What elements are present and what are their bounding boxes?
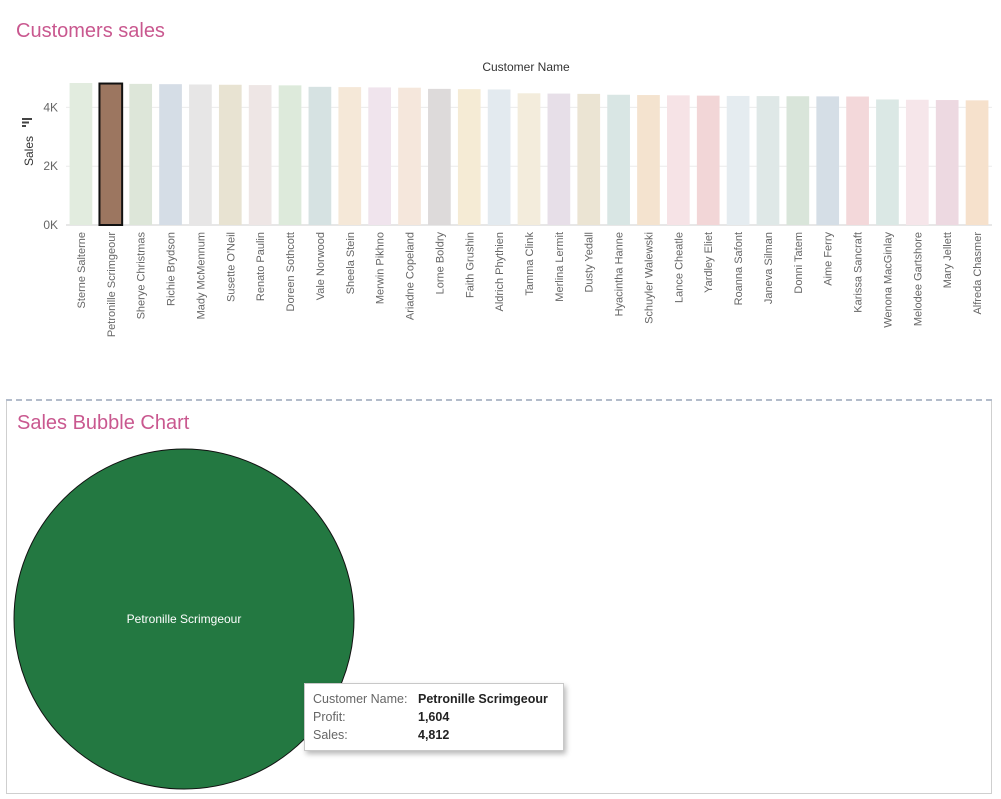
x-tick-label[interactable]: Alfreda Chasmer bbox=[972, 232, 984, 315]
x-tick-label[interactable]: Donni Tatem bbox=[793, 232, 805, 294]
bar[interactable] bbox=[846, 96, 869, 226]
bar[interactable] bbox=[816, 96, 840, 226]
bar[interactable] bbox=[248, 85, 272, 225]
column-header-customer-name: Customer Name bbox=[482, 60, 570, 74]
sales-bubble-title: Sales Bubble Chart bbox=[17, 412, 190, 434]
bar[interactable] bbox=[308, 86, 332, 225]
tooltip-row-sales: Sales: 4,812 bbox=[313, 726, 555, 744]
y-axis-title-group[interactable]: Sales bbox=[22, 118, 36, 166]
bar[interactable] bbox=[577, 93, 601, 225]
dashboard-divider bbox=[6, 399, 992, 401]
bar[interactable] bbox=[547, 93, 571, 225]
x-tick-label[interactable]: Aldrich Phythien bbox=[494, 232, 506, 312]
tooltip-key: Sales: bbox=[313, 728, 348, 742]
x-tick-label[interactable]: Ariadne Copeland bbox=[405, 232, 417, 320]
y-tick-label: 0K bbox=[43, 218, 58, 232]
x-tick-label[interactable]: Sherye Christmas bbox=[136, 232, 148, 320]
bar[interactable] bbox=[487, 89, 511, 225]
x-tick-label[interactable]: Schuyler Walewski bbox=[643, 232, 655, 324]
bar[interactable] bbox=[876, 99, 899, 225]
x-tick-label[interactable]: Wenona MacGinlay bbox=[882, 232, 894, 328]
x-tick-label[interactable]: Sterne Salterne bbox=[76, 232, 88, 308]
x-tick-label[interactable]: Lorne Boldry bbox=[434, 232, 446, 295]
bar[interactable] bbox=[696, 95, 720, 225]
sales-bubble-panel: Petronille Scrimgeour Sales Bubble Chart… bbox=[6, 401, 992, 794]
x-tick-label[interactable]: Doreen Sothcott bbox=[285, 232, 297, 312]
bar[interactable] bbox=[129, 83, 153, 225]
bar[interactable] bbox=[637, 95, 660, 225]
x-tick-label[interactable]: Merwin Pikhno bbox=[375, 232, 387, 304]
bar[interactable] bbox=[189, 84, 212, 225]
bar[interactable] bbox=[159, 84, 182, 225]
bubble[interactable] bbox=[13, 448, 355, 790]
bar[interactable] bbox=[607, 94, 630, 225]
bar[interactable] bbox=[98, 82, 124, 226]
x-tick-label[interactable]: Petronille Scrimgeour bbox=[106, 232, 118, 337]
x-tick-label[interactable]: Sheela Stein bbox=[345, 232, 357, 294]
bar[interactable] bbox=[935, 100, 959, 225]
x-tick-label[interactable]: Faith Grushin bbox=[464, 232, 476, 298]
x-tick-label[interactable]: Melodee Gartshore bbox=[912, 232, 924, 326]
bar[interactable] bbox=[786, 96, 810, 225]
x-tick-label[interactable]: Richie Brydson bbox=[166, 232, 178, 306]
bar[interactable] bbox=[517, 93, 541, 225]
tooltip-value: 4,812 bbox=[418, 728, 450, 742]
bubble-tooltip: Customer Name: Petronille Scrimgeour Pro… bbox=[304, 683, 564, 751]
customers-sales-bar-chart: Customer Name 0K 2K 4K Sterne Salterne Petr… bbox=[22, 60, 992, 337]
x-tick-label[interactable]: Yardley Eliet bbox=[703, 232, 715, 293]
x-tick-label[interactable]: Lance Cheatle bbox=[673, 232, 685, 303]
x-tick-label[interactable]: Roanna Safont bbox=[733, 232, 745, 305]
bar[interactable] bbox=[368, 87, 391, 225]
tooltip-key: Profit: bbox=[313, 710, 346, 724]
sort-icon[interactable] bbox=[22, 118, 32, 127]
x-tick-label[interactable]: Karissa Sancraft bbox=[853, 232, 865, 313]
sales-bubble-chart: Petronille Scrimgeour bbox=[13, 448, 355, 790]
bar[interactable] bbox=[457, 89, 481, 225]
bar[interactable] bbox=[965, 100, 989, 225]
x-tick-label[interactable]: Janeva Silman bbox=[763, 232, 775, 304]
y-axis-title: Sales bbox=[22, 136, 36, 166]
bar[interactable] bbox=[756, 96, 780, 225]
bar[interactable] bbox=[278, 85, 302, 225]
bar[interactable] bbox=[218, 84, 242, 225]
bar[interactable] bbox=[905, 99, 929, 225]
x-tick-label[interactable]: Aime Ferry bbox=[823, 232, 835, 286]
bar[interactable] bbox=[338, 87, 362, 225]
tooltip-row-profit: Profit: 1,604 bbox=[313, 708, 555, 726]
y-tick-label: 4K bbox=[43, 100, 58, 114]
x-tick-label[interactable]: Renato Paulin bbox=[255, 232, 267, 301]
x-tick-label[interactable]: Vale Norwood bbox=[315, 232, 327, 300]
tooltip-key: Customer Name: bbox=[313, 692, 408, 706]
customers-sales-panel: Customers sales Customer Name 0K 2K 4K Ste… bbox=[0, 0, 1001, 396]
x-tick-label[interactable]: Mary Jellett bbox=[942, 232, 954, 288]
tooltip-value: 1,604 bbox=[418, 710, 450, 724]
y-tick-label: 2K bbox=[43, 159, 58, 173]
x-tick-label[interactable]: Dusty Yedall bbox=[584, 232, 596, 293]
bubble-label: Petronille Scrimgeour bbox=[127, 612, 242, 626]
customers-sales-title: Customers sales bbox=[16, 20, 165, 42]
bar[interactable] bbox=[667, 95, 690, 225]
x-tick-label[interactable]: Susette O'Neil bbox=[225, 232, 237, 302]
x-tick-label[interactable]: Hyacintha Hanne bbox=[614, 232, 626, 316]
x-tick-label[interactable]: Tamma Clink bbox=[524, 232, 536, 296]
bar[interactable] bbox=[69, 83, 93, 225]
bar[interactable] bbox=[428, 88, 451, 225]
tooltip-value: Petronille Scrimgeour bbox=[418, 692, 548, 706]
bar[interactable] bbox=[726, 95, 750, 226]
tooltip-row-customer: Customer Name: Petronille Scrimgeour bbox=[313, 690, 555, 708]
x-tick-label[interactable]: Merlina Lermit bbox=[554, 232, 566, 302]
x-tick-label[interactable]: Mady McMennum bbox=[195, 232, 207, 319]
bar[interactable] bbox=[398, 87, 421, 225]
